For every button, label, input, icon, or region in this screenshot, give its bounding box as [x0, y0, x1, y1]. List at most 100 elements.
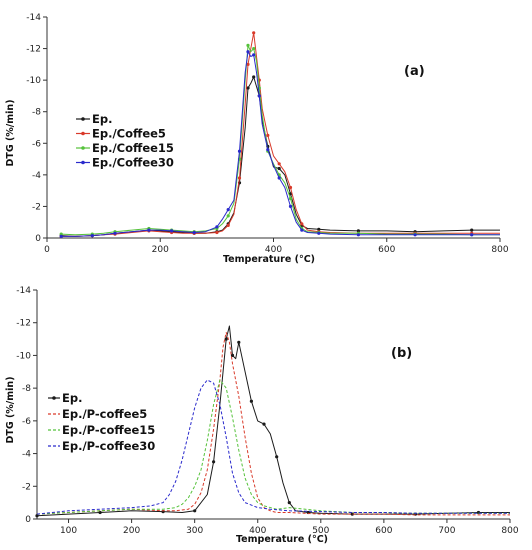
legend-label: Ep./Coffee30	[92, 156, 174, 170]
y-tick-label: -14	[26, 13, 41, 23]
data-point	[288, 196, 293, 201]
data-point	[246, 50, 250, 54]
data-point	[224, 337, 228, 341]
x-tick-label: 400	[249, 526, 266, 536]
data-point	[252, 31, 256, 35]
y-tick-label: 0	[35, 234, 41, 244]
data-point	[277, 166, 281, 171]
data-point	[170, 229, 174, 233]
x-tick-label: 600	[378, 245, 395, 255]
y-tick-label: -2	[32, 202, 41, 212]
data-point	[356, 233, 360, 237]
x-tick-label: 500	[312, 526, 329, 536]
data-point	[59, 232, 63, 236]
x-tick-label: 300	[186, 526, 203, 536]
y-tick-label: -12	[26, 45, 41, 55]
data-point	[287, 501, 291, 505]
legend-marker	[81, 146, 85, 150]
data-point	[275, 455, 279, 459]
data-point	[237, 340, 241, 344]
data-point	[252, 53, 256, 57]
x-tick-label: 700	[438, 526, 455, 536]
panel-b: 100 200 300 400 500 600 700 800 -14 -12 -10 -8 -6 -4 -…	[5, 286, 519, 545]
data-point	[246, 43, 250, 48]
legend-label: Ep./P-coffee30	[62, 439, 155, 453]
panel-a-ticks: 0 200 400 600 800 -14 -12 -10 -8 -6 -4 -2 0	[26, 13, 509, 255]
data-point	[226, 214, 230, 218]
panel-a-series	[59, 31, 500, 238]
panel-a-xlabel: Temperature (°C)	[223, 254, 315, 265]
data-point	[266, 148, 270, 152]
data-point	[300, 222, 304, 226]
series-line-1	[36, 325, 510, 517]
panel-b-ticks: 100 200 300 400 500 600 700 800 -14 -12 -10 -8 -6 -4 -…	[16, 286, 519, 536]
legend-label: Ep./Coffee5	[92, 127, 166, 141]
data-point	[470, 228, 474, 232]
data-point	[212, 460, 216, 464]
data-point	[192, 230, 196, 235]
x-tick-label: 600	[375, 526, 392, 536]
legend-label: Ep.	[62, 391, 82, 405]
y-tick-label: -6	[22, 417, 31, 427]
data-point	[226, 208, 230, 212]
data-point	[288, 185, 293, 190]
legend-marker	[81, 117, 85, 121]
series-line-2	[36, 332, 510, 516]
data-point	[317, 231, 321, 235]
data-point	[226, 223, 230, 227]
data-point	[230, 353, 235, 357]
series-line-2	[61, 32, 500, 237]
y-tick-label: -6	[32, 139, 41, 149]
data-point	[113, 231, 117, 235]
data-point	[237, 176, 242, 180]
y-tick-label: 0	[25, 515, 31, 525]
legend-marker	[81, 131, 85, 136]
y-tick-label: -8	[22, 384, 31, 394]
legend-marker	[52, 396, 56, 400]
panel-a: 0 200 400 600 800-14-12-10-8-6-4-20 Ep.Ep./C…	[5, 13, 509, 265]
legend-label: Ep./P-coffee15	[62, 423, 155, 437]
data-point	[288, 192, 293, 196]
panel-b-legend: Ep. Ep./P-coffee5 Ep./P-coffee15 Ep./P-coff…	[48, 391, 155, 453]
data-point	[252, 75, 256, 79]
panel-b-xlabel: Temperature (°C)	[236, 534, 328, 545]
y-tick-label: -4	[22, 450, 31, 460]
x-tick-label: 0	[44, 245, 50, 255]
y-tick-label: -4	[32, 171, 41, 181]
data-point	[277, 162, 281, 166]
data-point	[262, 422, 266, 426]
data-point	[59, 234, 63, 238]
series-line-3	[61, 44, 500, 236]
data-point	[35, 514, 39, 518]
legend-label: Ep./Coffee15	[92, 141, 174, 155]
panel-b-label: (b)	[391, 346, 412, 361]
x-tick-label: 800	[491, 245, 508, 255]
data-point	[215, 225, 219, 229]
series-line-4	[36, 379, 510, 515]
data-point	[246, 62, 250, 66]
data-point	[413, 233, 417, 237]
panel-b-axes	[36, 290, 510, 520]
data-point	[317, 227, 321, 231]
legend-marker	[81, 160, 85, 165]
data-point	[356, 229, 360, 233]
y-tick-label: -10	[16, 351, 31, 361]
panel-a-label: (a)	[404, 64, 425, 79]
legend-label: Ep.	[92, 112, 112, 126]
panel-a-ylabel: DTG (%/min)	[5, 99, 16, 166]
x-tick-label: 400	[265, 245, 282, 255]
data-point	[288, 204, 293, 208]
y-tick-label: -2	[22, 482, 31, 492]
legend-label: Ep./P-coffee5	[62, 407, 147, 421]
x-tick-label: 100	[60, 526, 77, 536]
data-point	[277, 176, 281, 180]
y-tick-label: -10	[26, 76, 41, 86]
data-point	[252, 47, 256, 51]
y-tick-label: -12	[16, 319, 31, 329]
y-tick-label: -14	[16, 286, 31, 296]
data-point	[246, 86, 250, 90]
data-point	[90, 234, 94, 238]
